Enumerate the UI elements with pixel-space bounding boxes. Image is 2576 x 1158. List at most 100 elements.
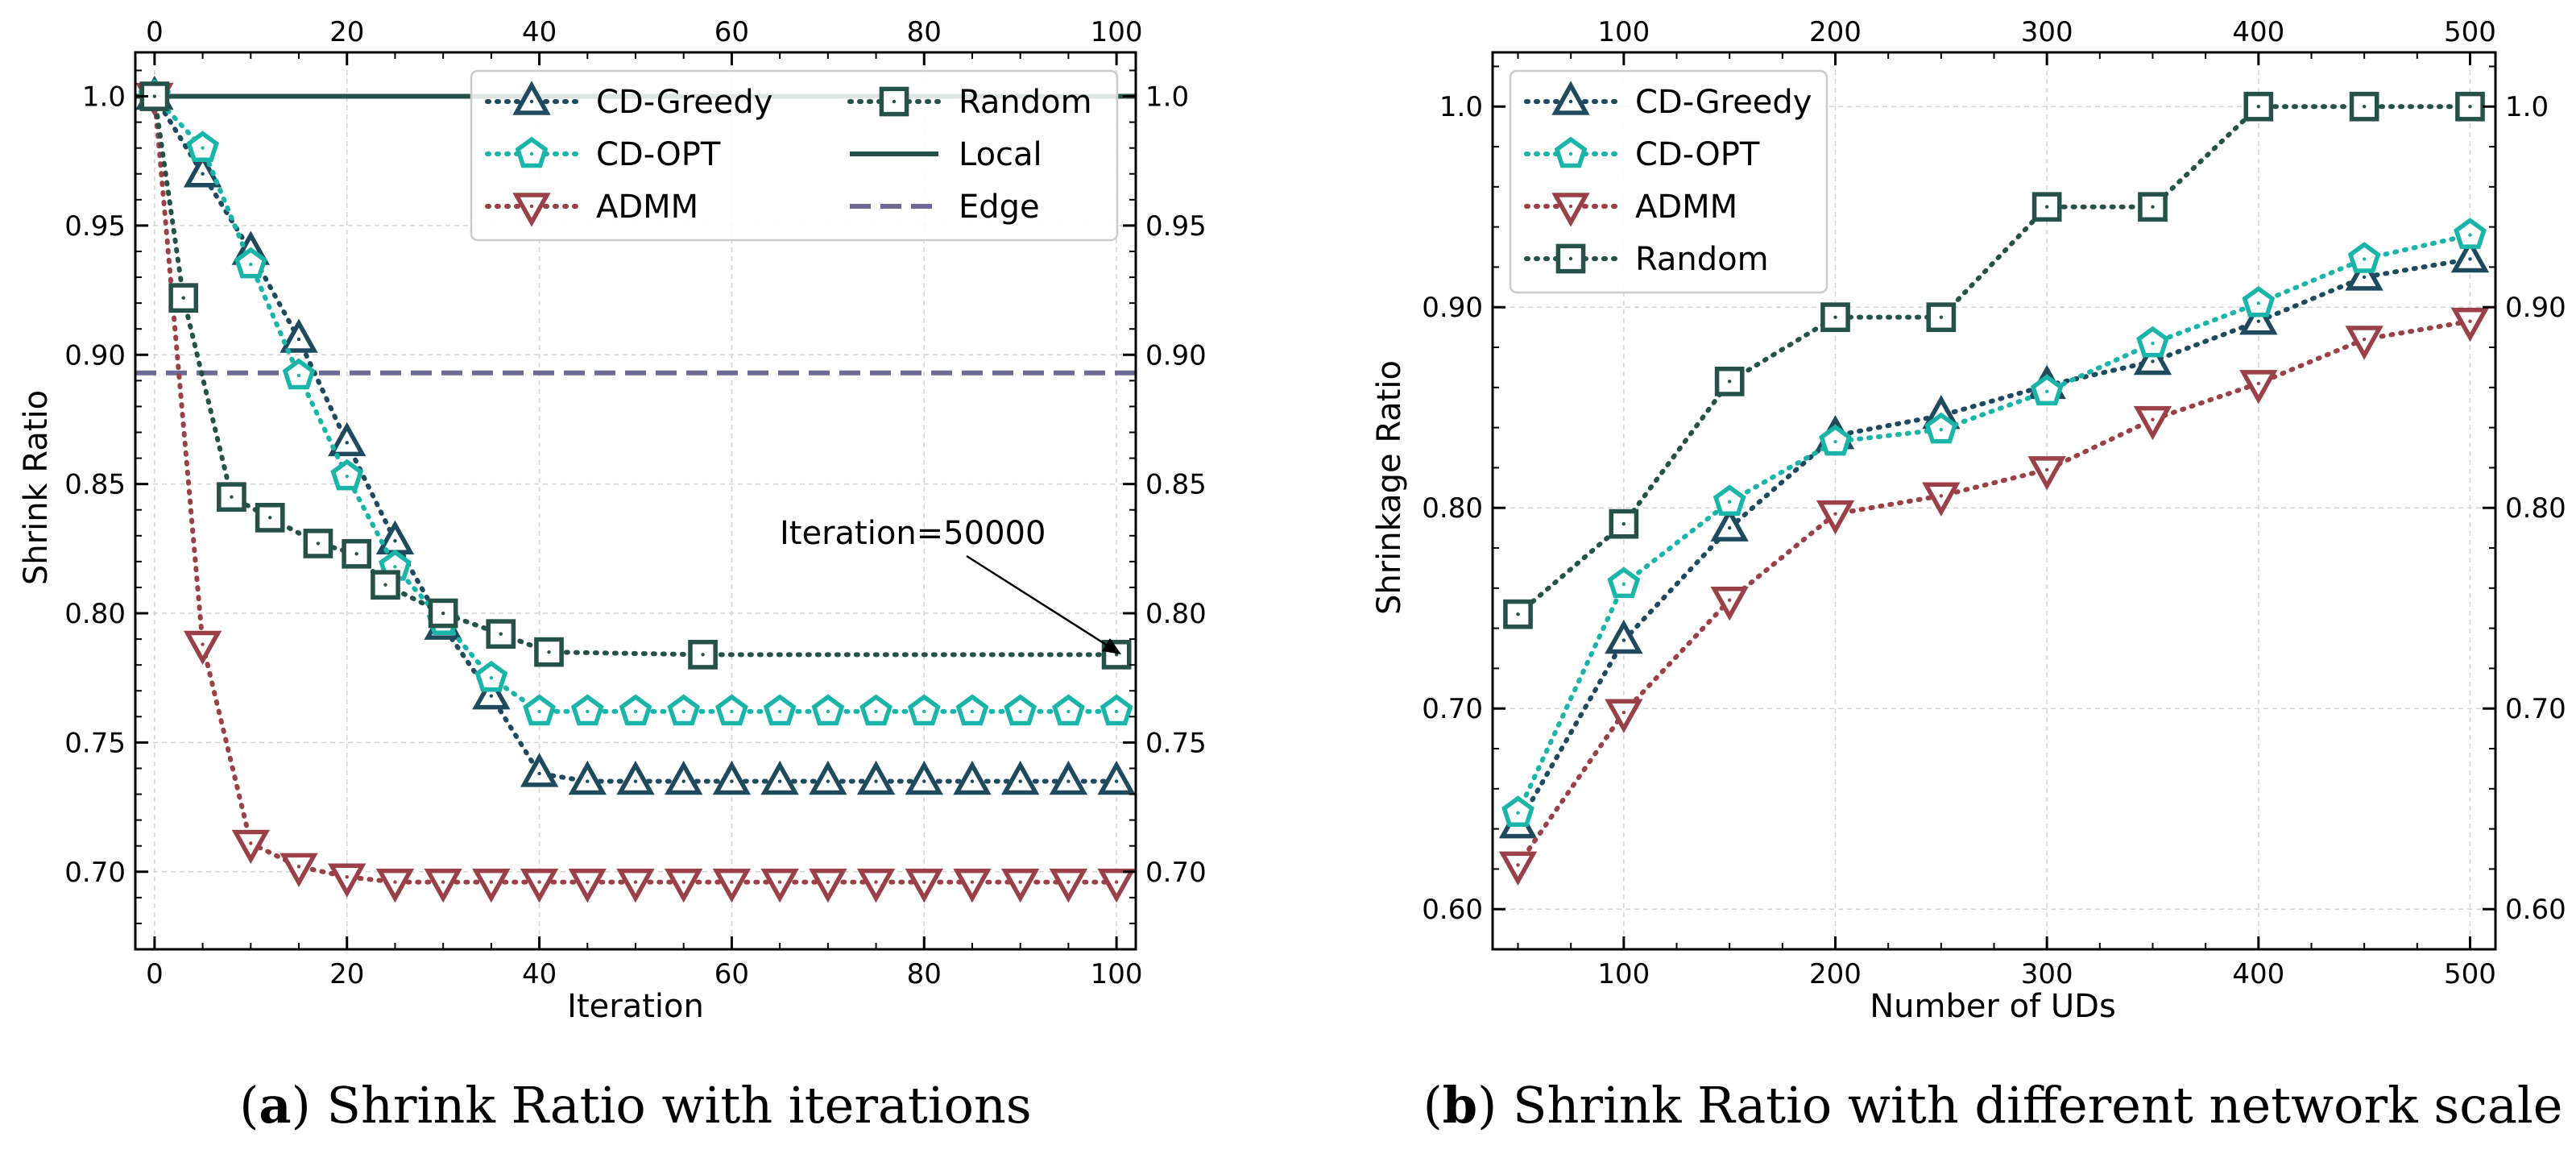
data-point-center bbox=[499, 632, 503, 636]
annotation-arrowhead bbox=[1102, 638, 1121, 654]
legend-label-local: Local bbox=[959, 136, 1042, 173]
y-tick-label: 0.60 bbox=[1422, 894, 1483, 926]
data-point-center bbox=[1939, 427, 1944, 432]
data-point-center bbox=[2256, 301, 2261, 305]
x-tick-label-top: 80 bbox=[907, 16, 942, 48]
data-point-center bbox=[383, 583, 387, 587]
data-point-cd-greedy bbox=[1097, 760, 1136, 795]
series-line-random bbox=[1515, 104, 2473, 617]
y-tick-label: 1.0 bbox=[1439, 91, 1483, 123]
data-point-admm bbox=[1498, 851, 1538, 886]
data-point-center bbox=[1018, 779, 1022, 783]
data-point-center bbox=[2256, 105, 2261, 109]
legend-label-cd-greedy: CD-Greedy bbox=[596, 84, 772, 121]
data-point-center bbox=[1114, 880, 1119, 884]
y-tick-label-right: 0.90 bbox=[2505, 292, 2566, 324]
data-point-center bbox=[777, 779, 782, 783]
data-point-admm bbox=[2450, 307, 2490, 342]
legend-label-cd-greedy: CD-Greedy bbox=[1635, 84, 1812, 121]
data-point-center bbox=[1114, 709, 1119, 714]
legend-marker-cd-greedy bbox=[512, 81, 551, 115]
data-point-center bbox=[970, 880, 975, 884]
data-point-center bbox=[681, 779, 685, 783]
data-point-admm bbox=[1001, 868, 1040, 903]
x-tick-label: 40 bbox=[522, 958, 557, 990]
panel-a-ylabel: Shrink Ratio bbox=[18, 390, 55, 585]
data-point-center bbox=[296, 865, 301, 869]
data-point-center bbox=[681, 709, 685, 714]
data-point-admm bbox=[1097, 868, 1136, 903]
data-point-admm bbox=[760, 868, 799, 903]
y-tick-label-right: 0.80 bbox=[2505, 492, 2566, 525]
legend-marker-center bbox=[1568, 204, 1573, 209]
x-tick-label-top: 100 bbox=[1597, 16, 1650, 48]
data-point-center bbox=[1066, 880, 1071, 884]
data-point-center bbox=[2044, 389, 2049, 393]
data-point-admm bbox=[328, 863, 367, 898]
data-point-cd-greedy bbox=[809, 760, 847, 795]
data-point-center bbox=[1727, 525, 1732, 530]
data-point-cd-greedy bbox=[665, 760, 703, 795]
data-point-center bbox=[1516, 612, 1520, 616]
legend-label-random: Random bbox=[959, 84, 1092, 121]
y-tick-label: 0.70 bbox=[64, 857, 126, 889]
data-point-cd-greedy bbox=[953, 760, 992, 795]
data-point-cd-greedy bbox=[1605, 619, 1643, 654]
legend-marker-center bbox=[529, 204, 534, 209]
data-point-center bbox=[2362, 275, 2367, 280]
data-point-center bbox=[586, 880, 590, 884]
data-point-center bbox=[1833, 512, 1837, 516]
data-point-center bbox=[441, 880, 445, 884]
data-point-cd-greedy bbox=[1710, 507, 1749, 542]
data-point-admm bbox=[665, 868, 703, 903]
data-point-center bbox=[201, 172, 205, 176]
data-point-center bbox=[1727, 380, 1732, 384]
data-point-center bbox=[393, 565, 397, 569]
annotation-arrow bbox=[966, 554, 1111, 649]
data-point-center bbox=[201, 146, 205, 150]
data-point-center bbox=[633, 709, 638, 714]
x-tick-label-top: 400 bbox=[2232, 16, 2284, 48]
data-point-admm bbox=[616, 868, 655, 903]
data-point-center bbox=[2044, 467, 2049, 472]
data-point-center bbox=[345, 874, 349, 879]
data-point-cd-greedy bbox=[616, 760, 655, 795]
data-point-center bbox=[489, 694, 494, 698]
y-tick-label-right: 0.75 bbox=[1145, 727, 1207, 759]
series-line-cd-greedy bbox=[1515, 256, 2473, 828]
data-point-center bbox=[489, 880, 494, 884]
data-point-admm bbox=[280, 853, 318, 887]
x-tick-label: 100 bbox=[1091, 958, 1143, 990]
data-point-center bbox=[2468, 233, 2472, 237]
data-point-center bbox=[2468, 257, 2472, 261]
data-point-center bbox=[1833, 315, 1837, 319]
y-tick-label: 0.80 bbox=[1422, 492, 1483, 525]
data-point-center bbox=[1018, 709, 1022, 714]
data-point-cd-greedy bbox=[328, 421, 367, 457]
data-point-cd-greedy bbox=[2345, 256, 2383, 291]
data-point-center bbox=[152, 94, 157, 98]
series-line-admm bbox=[151, 93, 1120, 885]
x-tick-label: 400 bbox=[2232, 958, 2284, 990]
data-point-admm bbox=[1605, 699, 1643, 733]
data-point-admm bbox=[1922, 482, 1961, 517]
data-point-cd-greedy bbox=[2133, 340, 2172, 376]
data-point-cd-greedy bbox=[520, 753, 559, 787]
data-point-center bbox=[1727, 598, 1732, 602]
data-point-admm bbox=[905, 868, 943, 903]
legend-marker-center bbox=[1568, 151, 1573, 156]
data-point-admm bbox=[183, 630, 222, 666]
x-tick-label: 300 bbox=[2021, 958, 2073, 990]
y-tick-label-right: 0.90 bbox=[1145, 339, 1207, 371]
data-point-center bbox=[1621, 710, 1626, 715]
data-point-center bbox=[2362, 257, 2367, 261]
data-point-center bbox=[2044, 205, 2049, 209]
data-point-center bbox=[874, 779, 878, 783]
legend-label-cd-opt: CD-OPT bbox=[596, 136, 721, 173]
data-point-center bbox=[970, 709, 975, 714]
data-point-center bbox=[296, 337, 301, 342]
y-tick-label-right: 0.85 bbox=[1145, 469, 1207, 501]
x-tick-label-top: 100 bbox=[1091, 16, 1143, 48]
data-point-center bbox=[826, 880, 830, 884]
